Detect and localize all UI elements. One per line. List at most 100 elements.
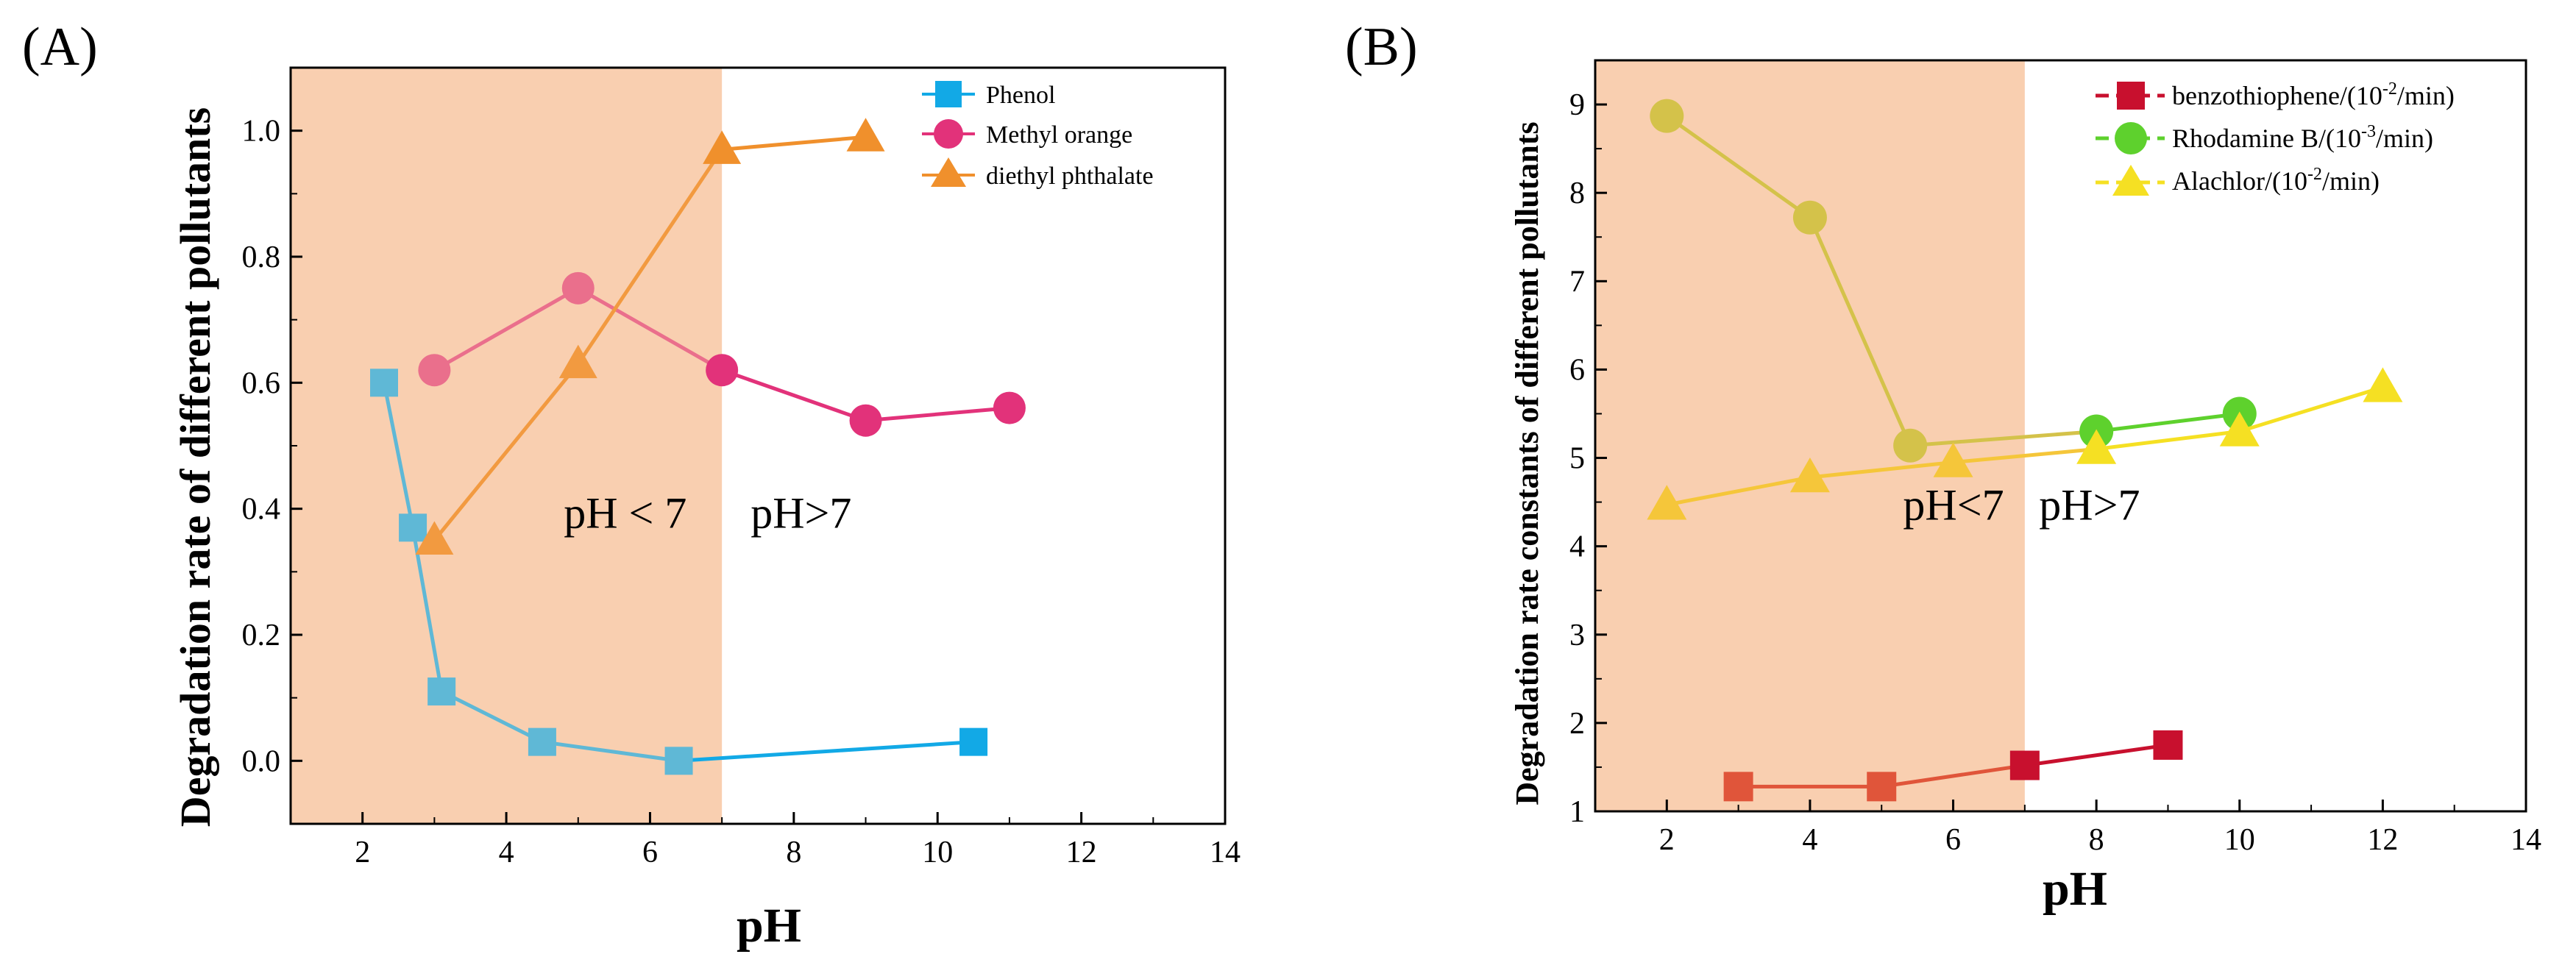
data-point-triangle [846,118,885,152]
y-tick-label: 0.6 [242,366,281,400]
x-tick-label: 2 [1659,823,1675,857]
y-tick-label: 9 [1569,88,1585,122]
series-line-segment [1808,460,1956,480]
data-point-square [1723,772,1753,802]
data-point-square [2153,730,2183,760]
series-line-segment [864,406,1012,423]
series-methyl-orange [418,271,1026,437]
legend-label-benzothiophene-base: benzothiophene/(10 [2172,81,2382,110]
series-line-segment [411,525,444,694]
y-tick-label: 1.0 [242,115,281,149]
data-point-circle [706,354,739,387]
series-line-segment [576,147,724,366]
panel-b-label: (B) [1345,17,1418,77]
series-line-segment [1908,429,2098,448]
x-tick-label: 2 [355,836,370,869]
panel-b-x-axis-title: pH [2043,862,2107,916]
legend-marker-benzothiophene [2117,82,2145,110]
y-tick-label: 0.2 [242,619,281,652]
series-line-segment [677,740,976,763]
legend-marker-phenol [935,81,962,107]
data-point-square [427,677,456,706]
series-alachlor-10 [1647,367,2403,520]
x-tick-label: 4 [1802,823,1817,857]
data-point-square [1867,772,1897,802]
x-tick-label: 14 [1210,836,1241,869]
data-point-square [528,727,556,756]
data-point-square [399,513,427,542]
data-point-triangle [703,130,742,164]
series-line-segment [2238,385,2385,433]
x-tick-label: 4 [499,836,514,869]
y-tick-label: 0.4 [242,493,281,527]
legend-marker-alachlor [2112,165,2149,196]
x-tick-label: 12 [1066,836,1097,869]
y-tick-label: 7 [1569,265,1585,299]
series-line-segment [1664,475,1812,507]
series-line-segment [439,689,544,744]
panel-b-legend: benzothiophene/(10-2/min) Rhodamine B/(1… [2096,79,2455,196]
y-tick-label: 8 [1569,177,1585,210]
series-line-segment [432,286,581,372]
series-line-segment [720,368,868,423]
panel-a-label: (A) [22,17,98,77]
panel-a-ticks: 2 4 6 8 10 12 14 0.0 0.2 0.4 0.6 0.8 1.0 [242,115,1241,869]
panel-a-y-axis-title: Degradation rate of different pollutants [171,107,219,827]
panel-a-annotation-acidic: pH < 7 [564,488,686,537]
legend-label-methyl-orange: Methyl orange [986,121,1132,149]
data-point-square [664,747,693,775]
legend-label-benzothiophene-tail: /min) [2397,81,2455,110]
panel-b-shaded-region [1595,60,2025,811]
panel-b-series [1647,99,2403,802]
legend-label-alachlor: Alachlor/(10-2/min) [2172,165,2380,196]
data-point-circle [1792,200,1827,235]
data-point-circle [849,404,882,437]
data-point-triangle [558,344,597,379]
legend-label-alachlor-tail: /min) [2322,166,2380,196]
y-tick-label: 1 [1569,795,1585,829]
series-line-segment [1951,447,2098,465]
x-tick-label: 10 [922,836,953,869]
series-line-segment [720,135,868,152]
series-rhodamine-b-10 [1650,99,2257,463]
legend-label-rhodamine-b-tail: /min) [2376,124,2433,153]
panel-a: (A) 2 4 6 8 10 12 140.00.20.40.60.81.0 pH < 7 … [22,17,1241,953]
data-point-triangle [2363,367,2403,402]
series-line-segment [1879,764,2027,789]
x-tick-label: 6 [642,836,658,869]
data-point-circle [1893,428,1928,463]
data-point-triangle [1647,485,1687,520]
legend-label-phenol: Phenol [986,82,1055,109]
panel-a-legend: Phenol Methyl orange diethyl phthalate [922,81,1154,190]
y-tick-label: 3 [1569,619,1585,652]
panel-a-series [370,118,1026,775]
data-point-triangle [2076,429,2117,464]
data-point-circle [993,391,1026,424]
data-point-triangle [1789,457,1830,493]
series-benzothiophene-10 [1723,730,2183,802]
x-tick-label: 8 [2089,823,2104,857]
x-tick-label: 12 [2367,823,2398,857]
y-tick-label: 0.0 [242,744,281,778]
x-tick-label: 14 [2511,823,2541,857]
panel-b-annotation-basic: pH>7 [2039,481,2140,530]
series-line-segment [2023,743,2170,768]
series-line-segment [1808,216,1912,448]
y-tick-label: 0.8 [242,241,281,274]
series-line-segment [2094,429,2242,452]
panel-a-x-axis-title: pH [737,899,801,953]
y-tick-label: 2 [1569,707,1585,741]
legend-label-rhodamine-b-base: Rhodamine B/(10 [2172,124,2361,153]
series-line-segment [1664,114,1812,220]
legend-marker-rhodamine-b [2115,122,2147,154]
y-tick-label: 4 [1569,530,1585,564]
series-phenol [370,369,988,775]
legend-marker-methyl-orange [934,119,963,149]
data-point-circle [1650,99,1684,133]
data-point-circle [561,271,595,305]
data-point-triangle [2219,411,2260,446]
data-point-triangle [1933,442,1973,477]
legend-label-alachlor-base: Alachlor/(10 [2172,166,2307,196]
legend-label-rhodamine-b: Rhodamine B/(10-3/min) [2172,122,2433,153]
